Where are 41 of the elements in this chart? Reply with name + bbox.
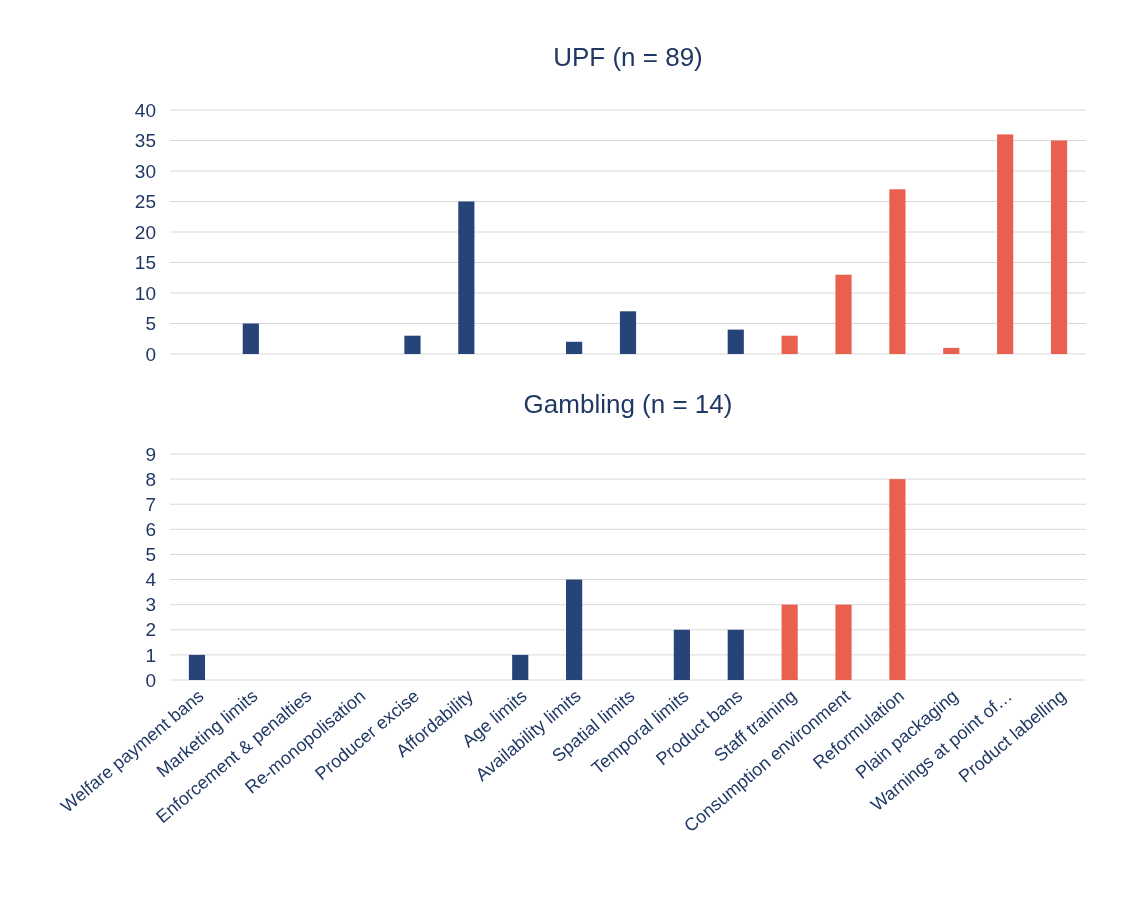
bar [835, 274, 852, 354]
chart-title: Gambling (n = 14) [523, 389, 733, 419]
y-tick-label: 2 [145, 619, 156, 641]
bar [566, 341, 583, 354]
y-tick-label: 3 [145, 594, 156, 616]
bar [242, 323, 259, 354]
bar [835, 604, 852, 680]
bar [404, 335, 421, 354]
y-tick-label: 7 [145, 493, 156, 515]
y-tick-label: 1 [145, 644, 156, 666]
bar [566, 579, 583, 680]
bar [889, 189, 906, 354]
y-tick-label: 20 [134, 221, 156, 243]
bar [188, 654, 206, 680]
y-tick-label: 35 [134, 130, 156, 152]
bar [781, 604, 798, 680]
bar [727, 329, 744, 354]
bar [619, 311, 637, 354]
y-tick-label: 25 [134, 191, 156, 213]
y-tick-label: 8 [145, 468, 156, 490]
y-tick-label: 6 [145, 518, 156, 540]
bar [889, 479, 906, 680]
y-tick-label: 10 [134, 282, 156, 304]
bar [673, 629, 690, 680]
y-tick-label: 30 [134, 160, 156, 182]
bar [1050, 140, 1068, 354]
y-tick-label: 5 [145, 313, 156, 335]
chart-title: UPF (n = 89) [553, 42, 703, 72]
bar [997, 134, 1014, 354]
y-tick-label: 9 [145, 443, 156, 465]
bar [512, 654, 529, 680]
y-tick-label: 15 [134, 252, 156, 274]
bar [943, 347, 960, 354]
y-tick-label: 4 [145, 569, 157, 591]
y-tick-label: 5 [145, 544, 156, 566]
bar [727, 629, 744, 680]
y-tick-label: 40 [134, 99, 156, 121]
y-tick-label: 0 [145, 343, 156, 365]
y-tick-label: 0 [145, 669, 156, 691]
bar [458, 201, 475, 354]
bar [781, 335, 798, 354]
